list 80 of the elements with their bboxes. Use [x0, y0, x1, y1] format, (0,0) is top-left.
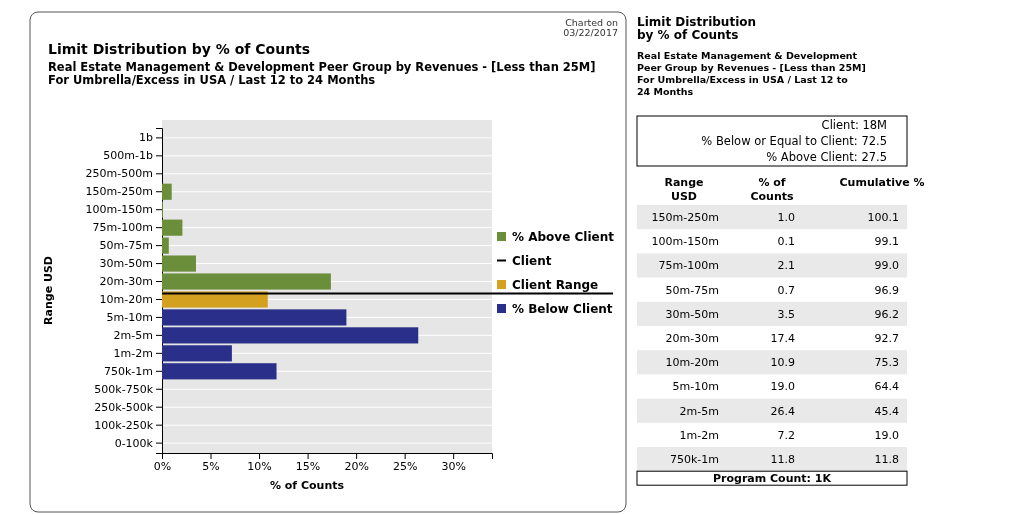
data-label: 99.0: [874, 259, 899, 273]
y-tick-label: 10m-20m: [99, 293, 153, 306]
chart-subtitle: Real Estate Management & Development Peer Group by Revenues - [Less than 25M] For Umbrella/Excess in USA / Last 12 to 24 Months: [48, 60, 596, 87]
x-tick-label: 15%: [295, 459, 321, 473]
data-label: 0.1: [777, 235, 795, 249]
data-label: 96.9: [874, 283, 899, 297]
data-label: 7.2: [777, 428, 795, 442]
y-tick-label: 250m-500m: [85, 167, 153, 181]
y-tick-label: 500m-1b: [103, 149, 154, 163]
data-label: 75.3: [874, 356, 899, 370]
y-tick-label: 750k-1m: [103, 364, 153, 378]
bar: [162, 363, 277, 380]
text: Limit Distribution by % of Counts: [637, 15, 757, 42]
data-label: 100.1: [867, 211, 899, 224]
y-tick-label: 20m-30m: [99, 275, 153, 289]
text: Cumulative %: [839, 176, 925, 189]
y-tick-label: 0-100k: [114, 436, 154, 450]
text: % Above Client: 27.5: [766, 150, 887, 164]
category-label: 150m-250m: [651, 211, 719, 224]
y-tick-label: 150m-250m: [85, 185, 153, 199]
data-label: 26.4: [770, 404, 795, 418]
category-label: 2m-5m: [679, 404, 719, 418]
category-label: 30m-50m: [665, 307, 719, 321]
bar: [162, 219, 183, 236]
category-label: 1m-2m: [679, 428, 719, 442]
category-label: 5m-10m: [672, 380, 719, 394]
text: Range USD: [664, 176, 704, 203]
data-label: 92.7: [874, 332, 899, 345]
y-tick-label: 75m-100m: [92, 221, 153, 235]
category-label: 10m-20m: [665, 356, 719, 370]
x-tick-label: 20%: [344, 459, 369, 473]
data-label: 64.4: [874, 380, 899, 394]
data-label: 10.9: [770, 356, 795, 370]
data-label: 19.0: [770, 380, 795, 394]
data-label: 11.8: [874, 453, 899, 466]
text: Client: 18M: [821, 118, 887, 132]
category-label: 20m-30m: [665, 332, 719, 345]
text: Charted on 03/22/2017: [563, 17, 618, 38]
data-label: 11.8: [770, 453, 795, 466]
x-tick-label: 10%: [247, 459, 272, 473]
data-label: 3.5: [777, 307, 795, 321]
category-label: 50m-75m: [665, 283, 719, 297]
y-tick-label: 1m-2m: [113, 346, 153, 360]
x-axis-title: % of Counts: [269, 479, 345, 492]
x-tick-label: 25%: [392, 459, 418, 473]
data-label: 17.4: [770, 332, 795, 345]
x-tick-label: 0%: [153, 459, 172, 473]
y-tick-label: 500k-750k: [94, 382, 154, 396]
legend-label: Client Range: [512, 278, 599, 292]
data-label: 0.7: [777, 283, 795, 297]
y-tick-label: 5m-10m: [106, 310, 153, 324]
y-tick-label: 2m-5m: [113, 328, 153, 342]
y-tick-label: 100m-150m: [85, 203, 153, 217]
category-label: 100m-150m: [651, 235, 719, 249]
data-label: 1.0: [777, 211, 795, 224]
y-tick-label: 1b: [139, 131, 154, 145]
legend-label: % Below Client: [512, 302, 613, 316]
data-label: 19.0: [874, 428, 899, 442]
x-tick-label: 5%: [202, 459, 220, 473]
y-tick-label: 50m-75m: [99, 239, 153, 253]
y-tick-label: 30m-50m: [99, 257, 153, 271]
y-axis-title: Range USD: [42, 256, 55, 325]
category-label: 750k-1m: [669, 453, 719, 466]
data-label: 99.1: [874, 235, 899, 249]
y-tick-label: 250k-500k: [94, 400, 154, 414]
legend-label: % Above Client: [512, 230, 615, 244]
bar: [162, 183, 172, 200]
bar: [162, 345, 232, 362]
text: % of Counts: [750, 176, 794, 203]
x-tick-label: 30%: [441, 459, 466, 473]
text: % Below or Equal to Client: 72.5: [701, 134, 887, 148]
data-label: 45.4: [874, 404, 899, 418]
chart-title: Limit Distribution by % of Counts: [48, 41, 311, 57]
y-tick-label: 100k-250k: [94, 418, 154, 432]
text: Program Count: 1K: [712, 472, 832, 486]
category-label: 75m-100m: [658, 259, 719, 273]
data-label: 2.1: [777, 259, 795, 273]
legend-label: Client: [512, 254, 552, 268]
text: Real Estate Management & Development Peer Group by Revenues - [Less than 25M] For Umbrella/Excess in USA / Last 12 to 24 Months: [637, 50, 866, 97]
data-label: 96.2: [874, 307, 899, 321]
